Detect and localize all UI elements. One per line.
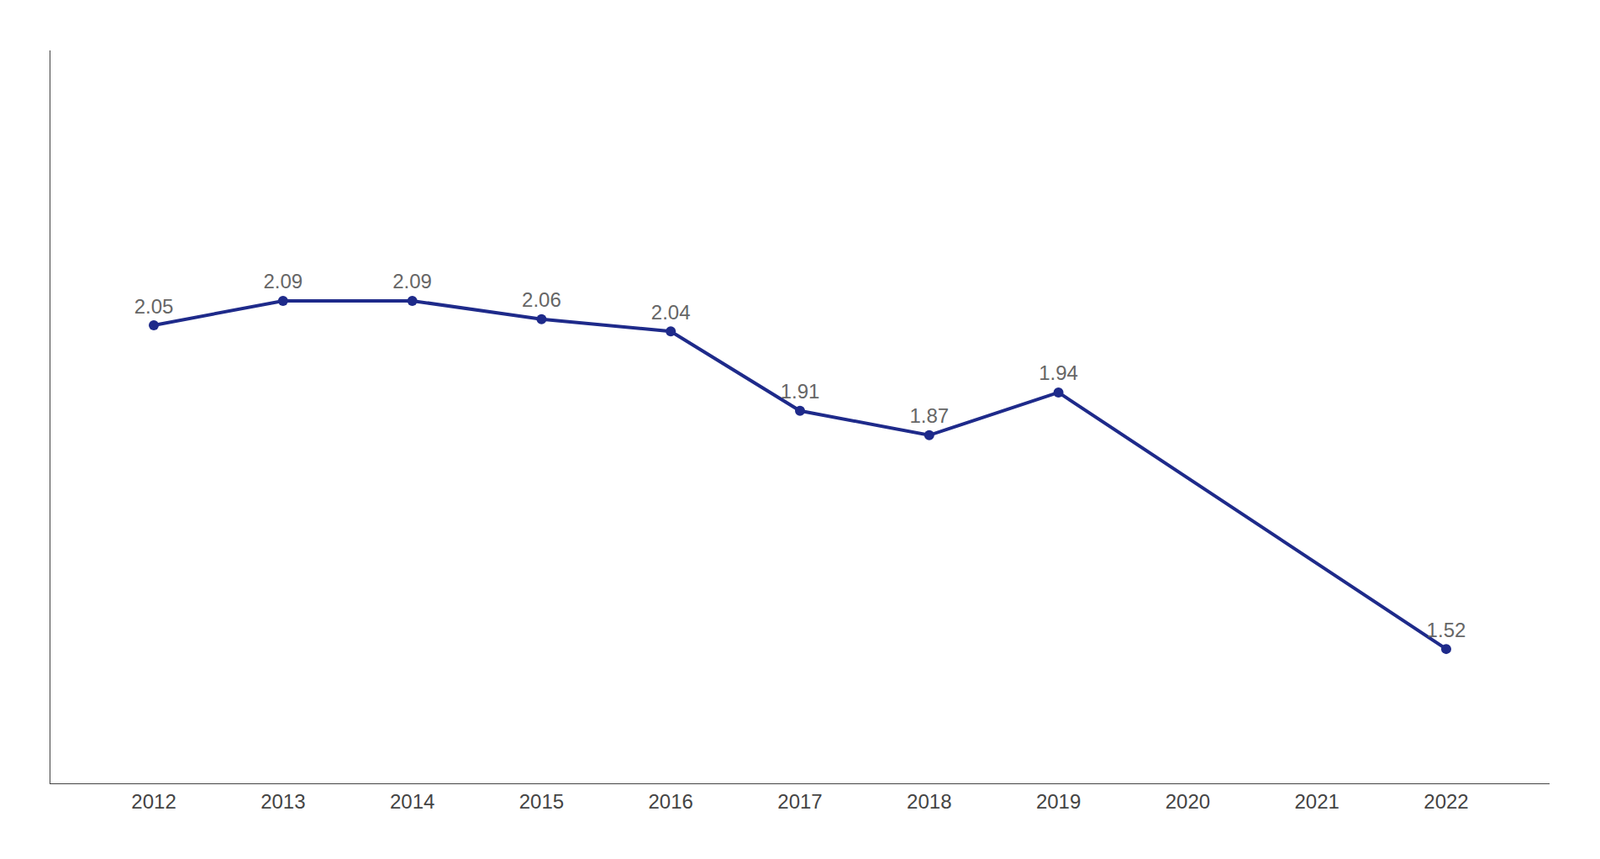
svg-text:2013: 2013 xyxy=(260,789,306,813)
svg-text:2.05: 2.05 xyxy=(134,294,174,318)
svg-text:2018: 2018 xyxy=(906,789,952,813)
svg-text:2.04: 2.04 xyxy=(651,300,691,324)
svg-text:2.06: 2.06 xyxy=(521,288,562,311)
svg-text:1.52: 1.52 xyxy=(1426,618,1467,642)
svg-text:1.87: 1.87 xyxy=(909,404,949,427)
svg-text:2.09: 2.09 xyxy=(392,269,432,293)
svg-text:2019: 2019 xyxy=(1036,789,1081,813)
svg-text:1.91: 1.91 xyxy=(780,379,821,403)
svg-text:2021: 2021 xyxy=(1294,789,1339,813)
svg-text:2017: 2017 xyxy=(777,789,822,813)
svg-text:2014: 2014 xyxy=(389,789,435,813)
svg-text:2015: 2015 xyxy=(519,789,564,813)
svg-text:2020: 2020 xyxy=(1165,789,1211,813)
svg-text:2016: 2016 xyxy=(648,789,694,813)
svg-text:2012: 2012 xyxy=(131,789,176,813)
svg-text:2022: 2022 xyxy=(1423,789,1469,813)
svg-text:2.09: 2.09 xyxy=(263,269,303,293)
svg-text:1.94: 1.94 xyxy=(1038,361,1079,385)
